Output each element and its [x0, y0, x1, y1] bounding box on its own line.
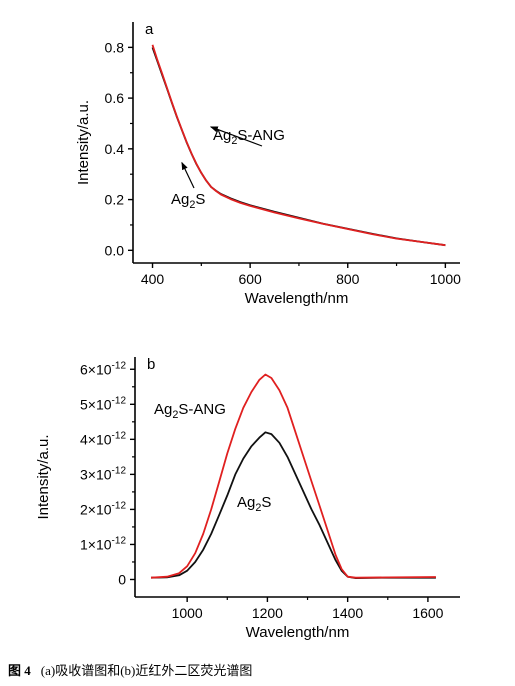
- y-tick-label: 0.4: [105, 141, 125, 157]
- y-tick-label: 0.8: [105, 39, 125, 55]
- x-tick-label: 1600: [412, 605, 443, 621]
- series-line-ag2s-ang: [150, 373, 436, 579]
- x-axis-label: Wavelength/nm: [245, 290, 349, 307]
- y-tick-label: 5×10-12: [80, 395, 126, 412]
- arrow-ag2s: [181, 161, 195, 189]
- x-tick-label: 1000: [172, 605, 203, 621]
- arrow-ag2s-ang: [209, 126, 263, 147]
- series-line-ag2s: [151, 47, 446, 247]
- x-axis-label: Wavelength/nm: [246, 624, 350, 641]
- x-tick-label: 600: [238, 271, 262, 287]
- x-tick-label: 1200: [252, 605, 283, 621]
- caption-label: 图 4: [8, 663, 31, 678]
- x-tick-label: 800: [336, 271, 360, 287]
- chart-a: 400 600 800 1000 0.0 0.2 0.4 0.6 0.8 Wavelength/n…: [75, 21, 461, 307]
- chart-b: 1000 1200 1400 1600 0 1×10-12 2×10-12 3×10-12 4×…: [35, 356, 460, 641]
- y-tick-label: 0.2: [105, 192, 125, 208]
- annotation-ag2s-ang: Ag2S-ANG: [154, 401, 226, 421]
- annotation-ag2s: Ag2S: [237, 494, 271, 514]
- y-axis-label: Intensity/a.u.: [35, 434, 52, 519]
- y-tick-label: 4×10-12: [80, 430, 126, 447]
- y-axis-label: Intensity/a.u.: [75, 100, 92, 185]
- x-tick-label: 1400: [332, 605, 363, 621]
- panel-label: a: [145, 21, 154, 38]
- series-line-ag2s: [150, 431, 436, 579]
- y-tick-label: 2×10-12: [80, 500, 126, 517]
- y-tick-label: 0: [118, 571, 126, 587]
- annotation-ag2s: Ag2S: [171, 191, 205, 211]
- annotation-ag2s-ang: Ag2S-ANG: [213, 127, 285, 147]
- series-line-ag2s-ang: [151, 44, 446, 247]
- caption-text: (a)吸收谱图和(b)近红外二区荧光谱图: [40, 663, 253, 678]
- x-tick-label: 1000: [430, 271, 461, 287]
- y-tick-label: 0.6: [105, 90, 125, 106]
- y-tick-label: 6×10-12: [80, 360, 126, 377]
- y-tick-label: 1×10-12: [80, 535, 126, 552]
- y-tick-label: 3×10-12: [80, 465, 126, 482]
- panel-label: b: [147, 356, 155, 373]
- x-tick-label: 400: [141, 271, 165, 287]
- y-tick-label: 0.0: [105, 242, 125, 258]
- figure-caption: 图 4 (a)吸收谱图和(b)近红外二区荧光谱图: [8, 660, 252, 679]
